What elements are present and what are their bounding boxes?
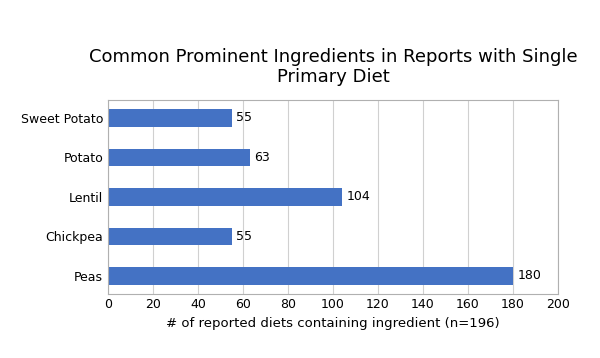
Text: 63: 63 xyxy=(254,151,270,164)
Text: 55: 55 xyxy=(236,111,252,125)
Text: 55: 55 xyxy=(236,230,252,243)
Text: 180: 180 xyxy=(517,269,541,282)
Bar xyxy=(108,149,250,166)
Bar xyxy=(108,267,513,285)
Title: Common Prominent Ingredients in Reports with Single
Primary Diet: Common Prominent Ingredients in Reports … xyxy=(89,48,577,86)
Bar xyxy=(108,109,232,127)
Bar xyxy=(108,188,342,206)
X-axis label: # of reported diets containing ingredient (n=196): # of reported diets containing ingredien… xyxy=(166,317,500,330)
Text: 104: 104 xyxy=(347,190,370,203)
Bar xyxy=(108,227,232,245)
